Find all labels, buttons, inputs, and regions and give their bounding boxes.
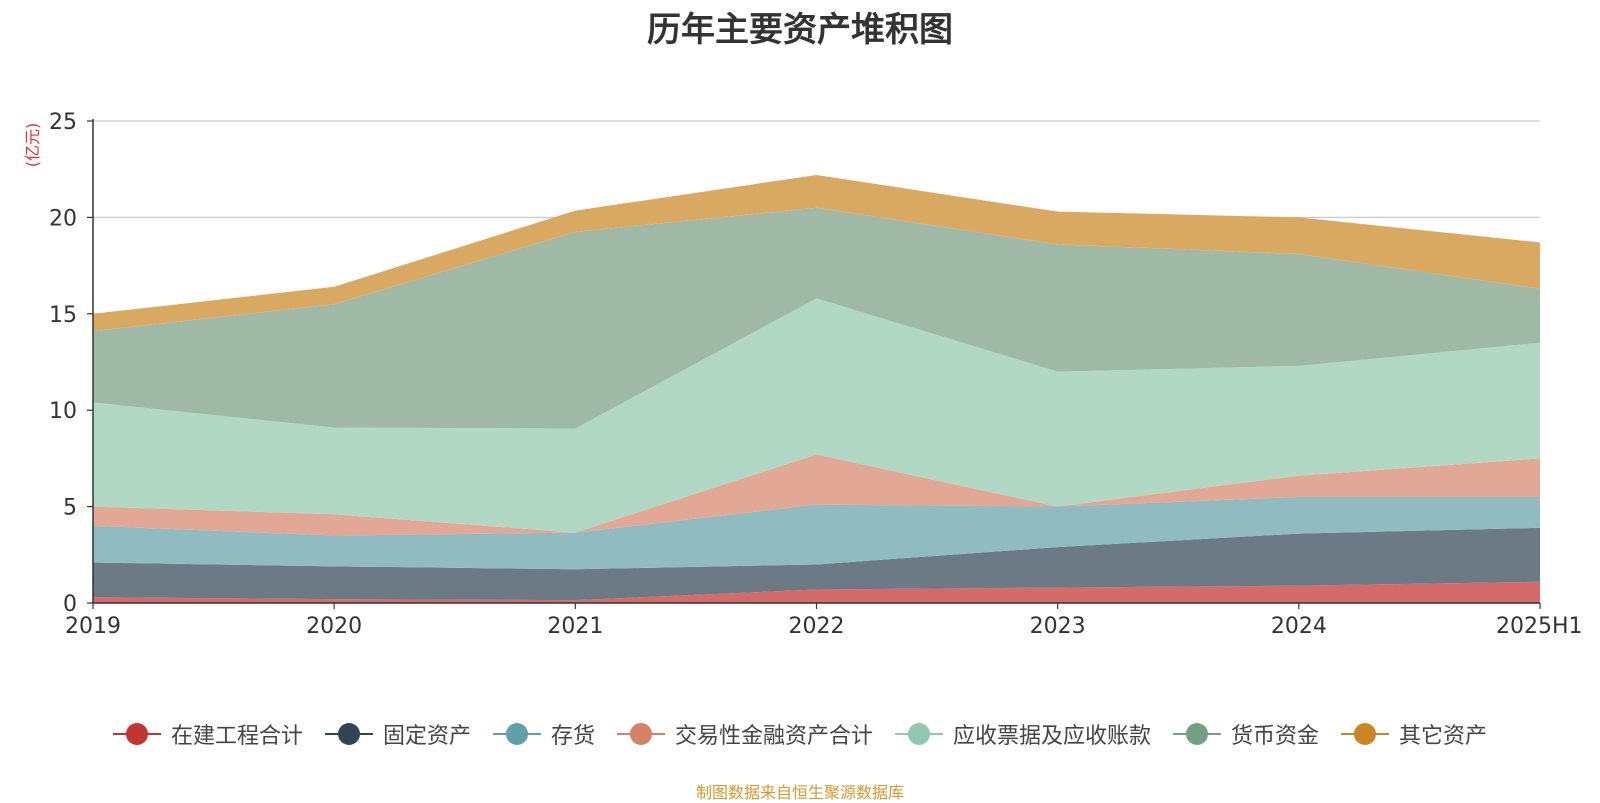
x-tick-label: 2023: [1030, 614, 1086, 639]
legend-item-7[interactable]: 其它资产: [1341, 718, 1487, 750]
x-tick-label: 2025H1: [1496, 614, 1583, 639]
x-tick-label: 2020: [306, 614, 362, 639]
y-tick-label: 15: [49, 303, 77, 328]
legend-label: 交易性金融资产合计: [674, 724, 873, 749]
y-tick-label: 25: [49, 110, 77, 135]
area-series-1: [93, 581, 1540, 603]
y-tick-label: 10: [49, 399, 77, 424]
legend-item-6[interactable]: 货币资金: [1173, 718, 1319, 750]
legend-marker-icon: [616, 722, 665, 746]
legend-item-2[interactable]: 固定资产: [324, 718, 471, 750]
legend-item-3[interactable]: 存货: [492, 718, 595, 750]
legend-label: 在建工程合计: [170, 724, 303, 749]
area-series-4: [93, 454, 1540, 536]
legend-item-4[interactable]: 交易性金融资产合计: [616, 718, 873, 750]
y-tick-label: 5: [63, 496, 77, 521]
legend-marker-icon: [895, 722, 943, 746]
chart-title: 历年主要资产堆积图: [647, 10, 953, 50]
y-tick-label: 20: [49, 206, 77, 231]
area-series-6: [93, 207, 1540, 429]
legend-label: 其它资产: [1399, 724, 1488, 749]
legend-item-1[interactable]: 在建工程合计: [112, 718, 303, 750]
x-tick-label: 2019: [65, 614, 121, 639]
source-note: 制图数据来自恒生聚源数据库: [695, 783, 904, 802]
x-tick-label: 2021: [547, 614, 603, 639]
area-series-5: [93, 298, 1540, 533]
x-tick-label: 2022: [789, 614, 845, 639]
area-series-3: [93, 496, 1540, 570]
axes: 0 5 10 15 20 25 2019 2020 2021 2022 2023 2024 2025H1: [49, 110, 1583, 639]
legend-marker-icon: [492, 722, 541, 746]
stacked-area-chart: 0 5 10 15 20 25 2019 2020 2021 2022 2023 2024 2025H1…: [23, 110, 1583, 639]
legend-label: 固定资产: [382, 724, 471, 749]
y-axis-unit-label: (亿元): [23, 123, 42, 168]
series-areas: [93, 174, 1540, 603]
legend-item-5[interactable]: 应收票据及应收账款: [895, 718, 1151, 750]
legend-label: 货币资金: [1231, 724, 1320, 749]
legend-marker-icon: [112, 722, 161, 746]
legend-marker-icon: [1341, 722, 1390, 746]
legend: 在建工程合计 固定资产 存货 交易性金融资产合计 应收票据及应收账款 货币资金 其它资产: [0, 718, 1600, 750]
legend-label: 存货: [550, 724, 595, 749]
legend-marker-icon: [1173, 722, 1222, 746]
x-tick-label: 2024: [1271, 614, 1327, 639]
legend-label: 应收票据及应收账款: [953, 724, 1152, 749]
area-series-7: [93, 174, 1540, 332]
legend-marker-icon: [324, 722, 373, 746]
area-series-2: [93, 527, 1540, 601]
y-tick-label: 0: [63, 592, 77, 617]
